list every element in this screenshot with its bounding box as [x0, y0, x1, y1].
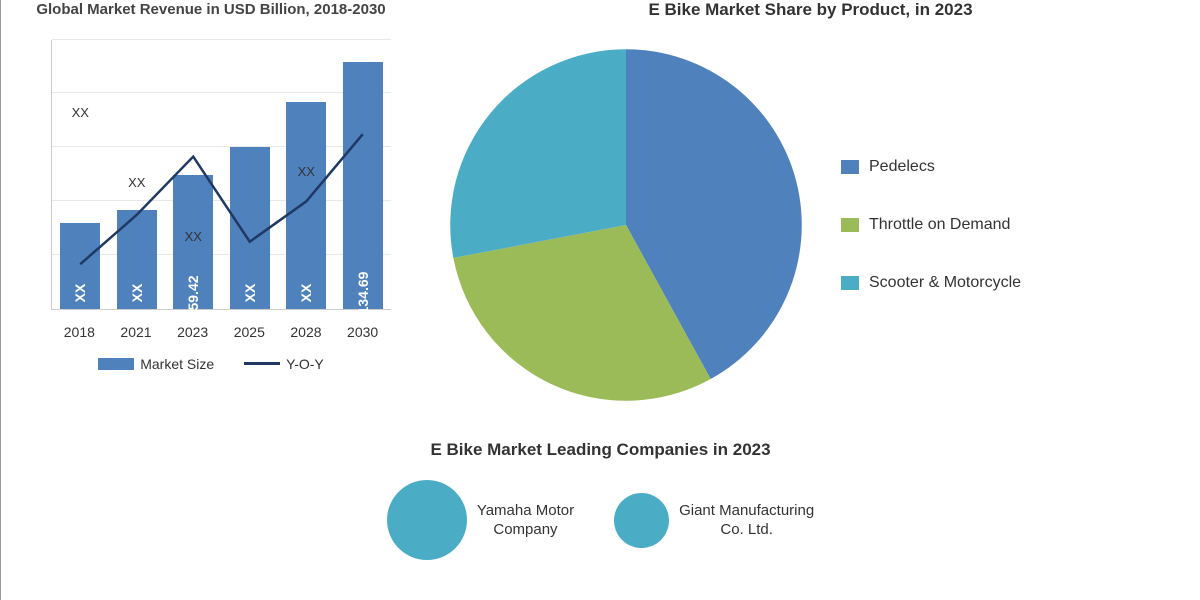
x-axis-label: 2023: [177, 324, 208, 340]
xx-annotation: XX: [185, 229, 202, 244]
x-axis-label: 2028: [290, 324, 321, 340]
companies-section: E Bike Market Leading Companies in 2023 …: [1, 440, 1200, 560]
bar: 134.69: [343, 62, 383, 309]
company-bubble: [614, 493, 669, 548]
pie-slice: [450, 49, 626, 258]
bar-value-label: XX: [72, 283, 88, 302]
x-axis-label: 2025: [234, 324, 265, 340]
bar-chart-title: Global Market Revenue in USD Billion, 20…: [21, 0, 401, 20]
companies-title: E Bike Market Leading Companies in 2023: [1, 440, 1200, 460]
xx-annotation: XX: [128, 175, 145, 190]
bar-chart-legend: Market Size Y-O-Y: [21, 356, 401, 372]
company-label: Yamaha MotorCompany: [477, 501, 574, 540]
bar-chart-area: XX XX 59.42 XX XX 134.69 XX XX XX XX 2018 2021 2023…: [21, 30, 401, 350]
bar-value-label: 134.69: [355, 271, 371, 314]
pie-legend-label: Throttle on Demand: [869, 216, 1010, 234]
pie-legend-label: Pedelecs: [869, 158, 935, 176]
bar-value-label: 59.42: [185, 275, 201, 310]
company-item: Yamaha MotorCompany: [387, 480, 574, 560]
legend-market-size: Market Size: [98, 356, 214, 372]
pie-legend-item: Scooter & Motorcycle: [841, 274, 1021, 292]
x-axis-label: 2018: [64, 324, 95, 340]
pie-legend-item: Pedelecs: [841, 158, 1021, 176]
bar: XX: [230, 147, 270, 308]
bar: XX: [117, 210, 157, 309]
x-axis-label: 2030: [347, 324, 378, 340]
pie-chart: [441, 40, 811, 410]
pie-chart-title: E Bike Market Share by Product, in 2023: [441, 0, 1180, 20]
pie-legend: Pedelecs Throttle on Demand Scooter & Moto…: [841, 158, 1021, 292]
x-axis-label: 2021: [120, 324, 151, 340]
bar-value-label: XX: [129, 283, 145, 302]
bar-value-label: XX: [242, 283, 258, 302]
bar-value-label: XX: [298, 283, 314, 302]
legend-line-label: Y-O-Y: [286, 356, 324, 372]
company-bubble: [387, 480, 467, 560]
xx-annotation: XX: [72, 105, 89, 120]
company-item: Giant ManufacturingCo. Ltd.: [614, 493, 814, 548]
pie-legend-label: Scooter & Motorcycle: [869, 274, 1021, 292]
pie-legend-item: Throttle on Demand: [841, 216, 1021, 234]
company-label: Giant ManufacturingCo. Ltd.: [679, 501, 814, 540]
bar: XX: [60, 223, 100, 308]
pie-chart-panel: E Bike Market Share by Product, in 2023 …: [421, 0, 1200, 440]
xx-annotation: XX: [298, 164, 315, 179]
legend-bar-label: Market Size: [140, 356, 214, 372]
legend-yoy: Y-O-Y: [244, 356, 324, 372]
bar-chart-panel: Global Market Revenue in USD Billion, 20…: [1, 0, 421, 440]
bar: XX: [286, 102, 326, 308]
